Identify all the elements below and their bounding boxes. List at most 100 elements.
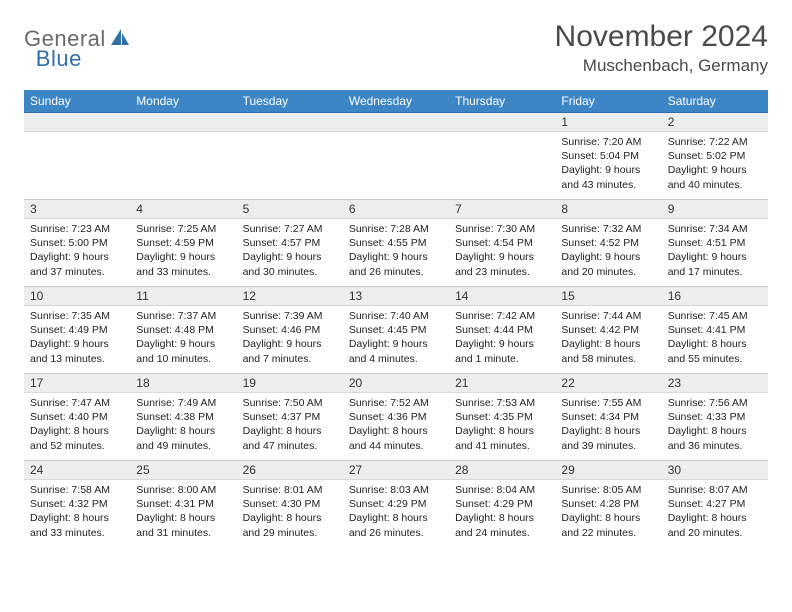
detail-sunset: Sunset: 4:52 PM bbox=[561, 236, 655, 250]
detail-d1: Daylight: 9 hours bbox=[561, 163, 655, 177]
detail-sunset: Sunset: 5:00 PM bbox=[30, 236, 124, 250]
day-details: Sunrise: 7:45 AMSunset: 4:41 PMDaylight:… bbox=[662, 306, 768, 370]
calendar-cell: 30Sunrise: 8:07 AMSunset: 4:27 PMDayligh… bbox=[662, 461, 768, 548]
day-details: Sunrise: 8:07 AMSunset: 4:27 PMDaylight:… bbox=[662, 480, 768, 544]
detail-sunset: Sunset: 4:34 PM bbox=[561, 410, 655, 424]
day-number-empty: . bbox=[237, 113, 343, 132]
detail-d1: Daylight: 9 hours bbox=[349, 337, 443, 351]
calendar-cell: 20Sunrise: 7:52 AMSunset: 4:36 PMDayligh… bbox=[343, 374, 449, 461]
day-details: Sunrise: 7:40 AMSunset: 4:45 PMDaylight:… bbox=[343, 306, 449, 370]
day-details: Sunrise: 7:52 AMSunset: 4:36 PMDaylight:… bbox=[343, 393, 449, 457]
day-details: Sunrise: 7:42 AMSunset: 4:44 PMDaylight:… bbox=[449, 306, 555, 370]
detail-sunrise: Sunrise: 7:22 AM bbox=[668, 135, 762, 149]
detail-d1: Daylight: 8 hours bbox=[561, 424, 655, 438]
day-details: Sunrise: 8:04 AMSunset: 4:29 PMDaylight:… bbox=[449, 480, 555, 544]
detail-d2: and 7 minutes. bbox=[243, 352, 337, 366]
detail-sunrise: Sunrise: 7:27 AM bbox=[243, 222, 337, 236]
detail-d1: Daylight: 8 hours bbox=[455, 511, 549, 525]
detail-d2: and 43 minutes. bbox=[561, 178, 655, 192]
day-number: 24 bbox=[24, 461, 130, 480]
detail-d2: and 24 minutes. bbox=[455, 526, 549, 540]
detail-sunset: Sunset: 4:55 PM bbox=[349, 236, 443, 250]
day-header: Tuesday bbox=[237, 90, 343, 113]
calendar-cell: 16Sunrise: 7:45 AMSunset: 4:41 PMDayligh… bbox=[662, 287, 768, 374]
detail-sunset: Sunset: 5:02 PM bbox=[668, 149, 762, 163]
detail-d2: and 58 minutes. bbox=[561, 352, 655, 366]
day-details: Sunrise: 7:44 AMSunset: 4:42 PMDaylight:… bbox=[555, 306, 661, 370]
detail-sunset: Sunset: 4:46 PM bbox=[243, 323, 337, 337]
calendar-table: Sunday Monday Tuesday Wednesday Thursday… bbox=[24, 90, 768, 547]
day-number: 4 bbox=[130, 200, 236, 219]
detail-sunrise: Sunrise: 7:32 AM bbox=[561, 222, 655, 236]
detail-sunrise: Sunrise: 7:47 AM bbox=[30, 396, 124, 410]
calendar-week-row: 17Sunrise: 7:47 AMSunset: 4:40 PMDayligh… bbox=[24, 374, 768, 461]
detail-sunrise: Sunrise: 8:01 AM bbox=[243, 483, 337, 497]
header: General Blue November 2024 Muschenbach, … bbox=[24, 20, 768, 76]
page-title: November 2024 bbox=[555, 20, 768, 54]
calendar-cell: 28Sunrise: 8:04 AMSunset: 4:29 PMDayligh… bbox=[449, 461, 555, 548]
day-number: 14 bbox=[449, 287, 555, 306]
detail-sunrise: Sunrise: 7:52 AM bbox=[349, 396, 443, 410]
detail-sunset: Sunset: 4:31 PM bbox=[136, 497, 230, 511]
day-number: 21 bbox=[449, 374, 555, 393]
day-number: 8 bbox=[555, 200, 661, 219]
detail-sunset: Sunset: 4:51 PM bbox=[668, 236, 762, 250]
detail-d2: and 33 minutes. bbox=[136, 265, 230, 279]
detail-sunrise: Sunrise: 7:42 AM bbox=[455, 309, 549, 323]
detail-sunset: Sunset: 4:27 PM bbox=[668, 497, 762, 511]
detail-d1: Daylight: 8 hours bbox=[30, 424, 124, 438]
calendar-cell: 25Sunrise: 8:00 AMSunset: 4:31 PMDayligh… bbox=[130, 461, 236, 548]
detail-d1: Daylight: 9 hours bbox=[349, 250, 443, 264]
detail-sunset: Sunset: 4:33 PM bbox=[668, 410, 762, 424]
day-number: 5 bbox=[237, 200, 343, 219]
detail-d1: Daylight: 9 hours bbox=[136, 337, 230, 351]
detail-d2: and 10 minutes. bbox=[136, 352, 230, 366]
day-number-empty: . bbox=[343, 113, 449, 132]
detail-d2: and 37 minutes. bbox=[30, 265, 124, 279]
calendar-cell: . bbox=[343, 113, 449, 200]
detail-d2: and 33 minutes. bbox=[30, 526, 124, 540]
day-header: Monday bbox=[130, 90, 236, 113]
detail-d2: and 26 minutes. bbox=[349, 265, 443, 279]
detail-d1: Daylight: 9 hours bbox=[455, 250, 549, 264]
detail-sunrise: Sunrise: 8:04 AM bbox=[455, 483, 549, 497]
detail-d2: and 22 minutes. bbox=[561, 526, 655, 540]
detail-sunrise: Sunrise: 7:23 AM bbox=[30, 222, 124, 236]
detail-d2: and 55 minutes. bbox=[668, 352, 762, 366]
day-details: Sunrise: 7:32 AMSunset: 4:52 PMDaylight:… bbox=[555, 219, 661, 283]
day-number: 18 bbox=[130, 374, 236, 393]
detail-d2: and 23 minutes. bbox=[455, 265, 549, 279]
detail-sunrise: Sunrise: 7:53 AM bbox=[455, 396, 549, 410]
day-details: Sunrise: 7:25 AMSunset: 4:59 PMDaylight:… bbox=[130, 219, 236, 283]
detail-sunset: Sunset: 4:32 PM bbox=[30, 497, 124, 511]
detail-d1: Daylight: 8 hours bbox=[30, 511, 124, 525]
title-block: November 2024 Muschenbach, Germany bbox=[555, 20, 768, 76]
detail-sunset: Sunset: 4:29 PM bbox=[455, 497, 549, 511]
detail-sunrise: Sunrise: 8:05 AM bbox=[561, 483, 655, 497]
location-subtitle: Muschenbach, Germany bbox=[555, 56, 768, 76]
day-details: Sunrise: 7:23 AMSunset: 5:00 PMDaylight:… bbox=[24, 219, 130, 283]
day-number: 3 bbox=[24, 200, 130, 219]
day-number: 7 bbox=[449, 200, 555, 219]
detail-sunrise: Sunrise: 8:03 AM bbox=[349, 483, 443, 497]
day-number: 2 bbox=[662, 113, 768, 132]
day-number-empty: . bbox=[24, 113, 130, 132]
day-header: Sunday bbox=[24, 90, 130, 113]
detail-sunrise: Sunrise: 7:49 AM bbox=[136, 396, 230, 410]
detail-d2: and 20 minutes. bbox=[668, 526, 762, 540]
detail-sunset: Sunset: 4:40 PM bbox=[30, 410, 124, 424]
calendar-cell: . bbox=[449, 113, 555, 200]
detail-d1: Daylight: 9 hours bbox=[30, 337, 124, 351]
detail-sunrise: Sunrise: 7:20 AM bbox=[561, 135, 655, 149]
detail-d2: and 30 minutes. bbox=[243, 265, 337, 279]
calendar-cell: 8Sunrise: 7:32 AMSunset: 4:52 PMDaylight… bbox=[555, 200, 661, 287]
day-number: 22 bbox=[555, 374, 661, 393]
detail-d1: Daylight: 8 hours bbox=[243, 424, 337, 438]
detail-d1: Daylight: 9 hours bbox=[30, 250, 124, 264]
detail-d1: Daylight: 9 hours bbox=[561, 250, 655, 264]
detail-sunrise: Sunrise: 7:35 AM bbox=[30, 309, 124, 323]
day-number: 13 bbox=[343, 287, 449, 306]
detail-d1: Daylight: 8 hours bbox=[668, 424, 762, 438]
detail-d2: and 13 minutes. bbox=[30, 352, 124, 366]
detail-sunrise: Sunrise: 7:45 AM bbox=[668, 309, 762, 323]
